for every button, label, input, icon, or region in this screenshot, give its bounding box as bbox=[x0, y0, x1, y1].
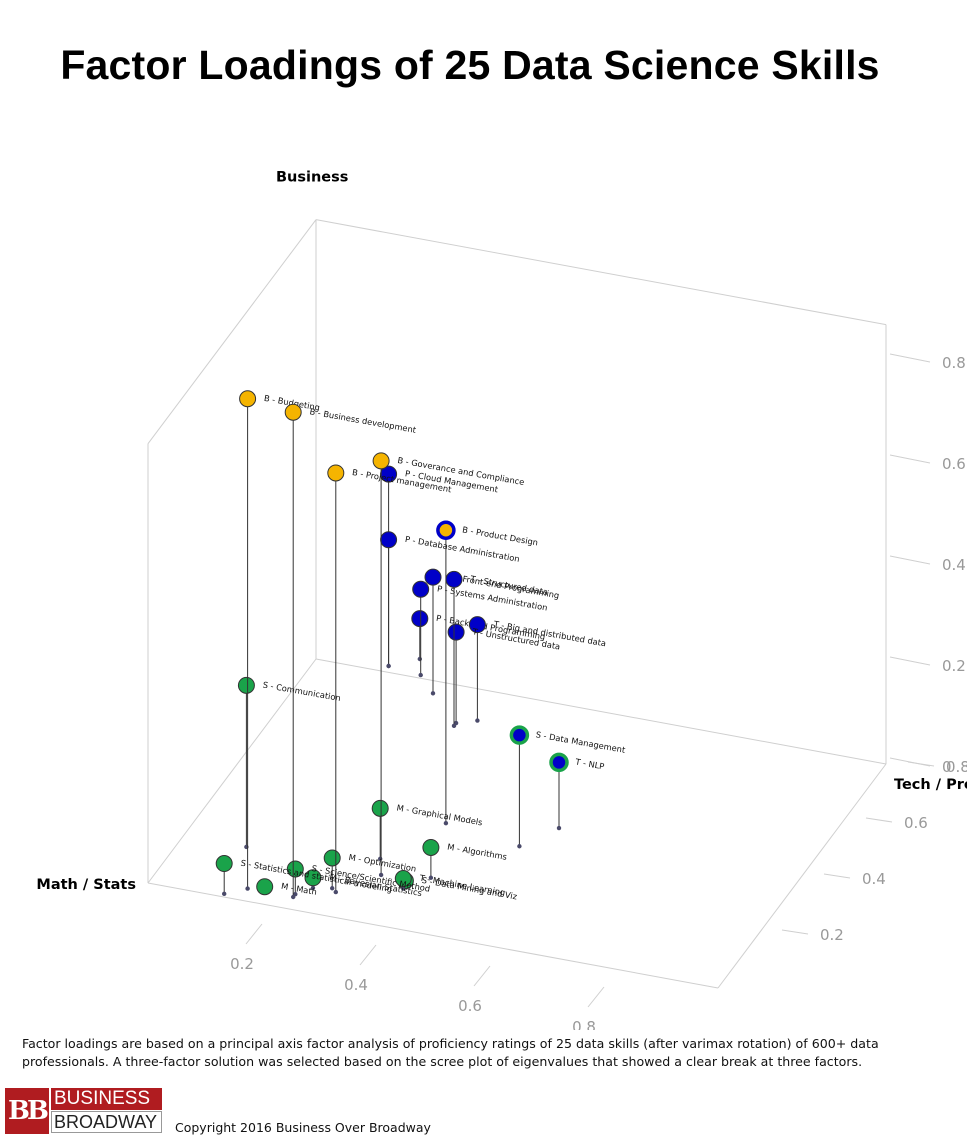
math-tick-mark bbox=[359, 944, 377, 966]
point-label: M - Graphical Models bbox=[396, 802, 483, 827]
chart-3d-plot: 0.20.40.60.80.20.40.60.800.20.40.60.8Mat… bbox=[36, 170, 967, 1030]
point-marker bbox=[371, 799, 389, 817]
point-marker bbox=[509, 725, 530, 745]
point-label: S - Communication bbox=[262, 679, 341, 703]
business-tick-mark bbox=[889, 656, 931, 666]
math-tick-label: 0.6 bbox=[458, 997, 482, 1015]
business-tick-mark bbox=[889, 353, 931, 363]
point-base-dot bbox=[378, 872, 384, 878]
point-base-dot bbox=[418, 672, 423, 678]
point-marker bbox=[436, 520, 456, 540]
chart-grid bbox=[147, 219, 935, 1008]
tech-tick-mark bbox=[781, 929, 809, 935]
business-broadway-logo: BB BUSINESS BROADWAY bbox=[5, 1088, 162, 1134]
point-marker bbox=[372, 452, 390, 470]
tech-tick-label: 0.8 bbox=[946, 758, 967, 776]
point-marker bbox=[256, 878, 274, 896]
point-marker bbox=[284, 403, 302, 421]
logo-line1: BUSINESS bbox=[51, 1088, 162, 1110]
floor-left-edge bbox=[147, 658, 317, 884]
chart-caption: Factor loadings are based on a principal… bbox=[22, 1036, 879, 1069]
point-label: M - Algorithms bbox=[447, 842, 508, 862]
point-marker bbox=[411, 610, 429, 628]
tech-tick-label: 0.4 bbox=[862, 870, 886, 888]
math-tick-mark bbox=[587, 986, 605, 1008]
floor-front-edge bbox=[147, 882, 719, 989]
point-base-dot bbox=[386, 663, 391, 669]
business-tick-label: 0.2 bbox=[942, 657, 966, 675]
point-base-dot bbox=[333, 889, 338, 895]
point-marker bbox=[422, 838, 440, 856]
math-tick-mark bbox=[245, 923, 263, 945]
floor-back-edge bbox=[315, 658, 887, 765]
chart-title: Factor Loadings of 25 Data Science Skill… bbox=[60, 42, 880, 88]
point-base-dot bbox=[291, 894, 296, 900]
business-tick-label: 0.8 bbox=[942, 354, 966, 372]
business-tick-mark bbox=[889, 757, 931, 767]
point-label: B - Product Design bbox=[462, 524, 539, 547]
math-tick-mark bbox=[473, 965, 491, 987]
point-marker bbox=[549, 752, 569, 773]
tech-axis-title: Tech / Program bbox=[894, 777, 967, 793]
point-marker bbox=[445, 570, 463, 588]
business-axis-title: Business bbox=[276, 170, 348, 186]
business-tick-label: 0.4 bbox=[942, 556, 966, 574]
point-marker bbox=[412, 580, 430, 598]
point-base-dot bbox=[222, 891, 227, 897]
point-marker bbox=[286, 860, 304, 878]
copyright-text: Copyright 2016 Business Over Broadway bbox=[175, 1120, 431, 1135]
point-base-dot bbox=[475, 718, 480, 723]
point-marker bbox=[323, 849, 341, 867]
point-marker bbox=[394, 870, 412, 887]
point-base-dot bbox=[330, 886, 335, 891]
point-marker bbox=[215, 855, 233, 873]
math-axis-title: Math / Stats bbox=[36, 877, 136, 893]
tech-tick-mark bbox=[865, 817, 893, 823]
point-marker bbox=[237, 676, 255, 694]
point-base-dot bbox=[428, 875, 434, 880]
business-tick-mark bbox=[889, 454, 931, 464]
point-base-dot bbox=[245, 886, 250, 891]
point-marker bbox=[327, 464, 345, 482]
tech-tick-label: 0.6 bbox=[904, 814, 928, 832]
point-marker bbox=[304, 869, 322, 887]
point-base-dot bbox=[517, 844, 522, 849]
point-marker bbox=[424, 568, 442, 586]
logo-mark: BB bbox=[5, 1088, 49, 1134]
business-tick-label: 0.6 bbox=[942, 455, 966, 473]
point-marker bbox=[380, 531, 398, 549]
business-tick-mark bbox=[889, 555, 931, 565]
tech-tick-mark bbox=[823, 873, 851, 879]
point-base-dot bbox=[443, 820, 449, 826]
math-tick-label: 0.8 bbox=[572, 1018, 596, 1030]
point-base-dot bbox=[451, 723, 457, 729]
math-tick-label: 0.4 bbox=[344, 976, 368, 994]
logo-line2: BROADWAY bbox=[51, 1111, 162, 1133]
point-marker bbox=[239, 390, 257, 408]
math-tick-label: 0.2 bbox=[230, 955, 254, 973]
axis-texts: 0.20.40.60.80.20.40.60.800.20.40.60.8Mat… bbox=[36, 170, 967, 1030]
point-base-dot bbox=[430, 691, 436, 696]
point-base-dot bbox=[417, 656, 422, 662]
point-base-dot bbox=[310, 885, 316, 891]
point-base-dot bbox=[401, 886, 406, 891]
tech-tick-label: 0.2 bbox=[820, 926, 844, 944]
point-marker bbox=[447, 623, 465, 641]
point-label: S - Data Management bbox=[535, 729, 627, 755]
floor-right-edge bbox=[717, 763, 887, 989]
back-wall-top bbox=[315, 219, 887, 326]
business-tick-label: 0 bbox=[942, 758, 952, 776]
point-base-dot bbox=[556, 825, 562, 831]
point-label: T - NLP bbox=[574, 756, 605, 771]
point-marker bbox=[468, 616, 486, 634]
point-label: B - Business development bbox=[309, 406, 418, 435]
left-wall-top bbox=[147, 219, 317, 444]
